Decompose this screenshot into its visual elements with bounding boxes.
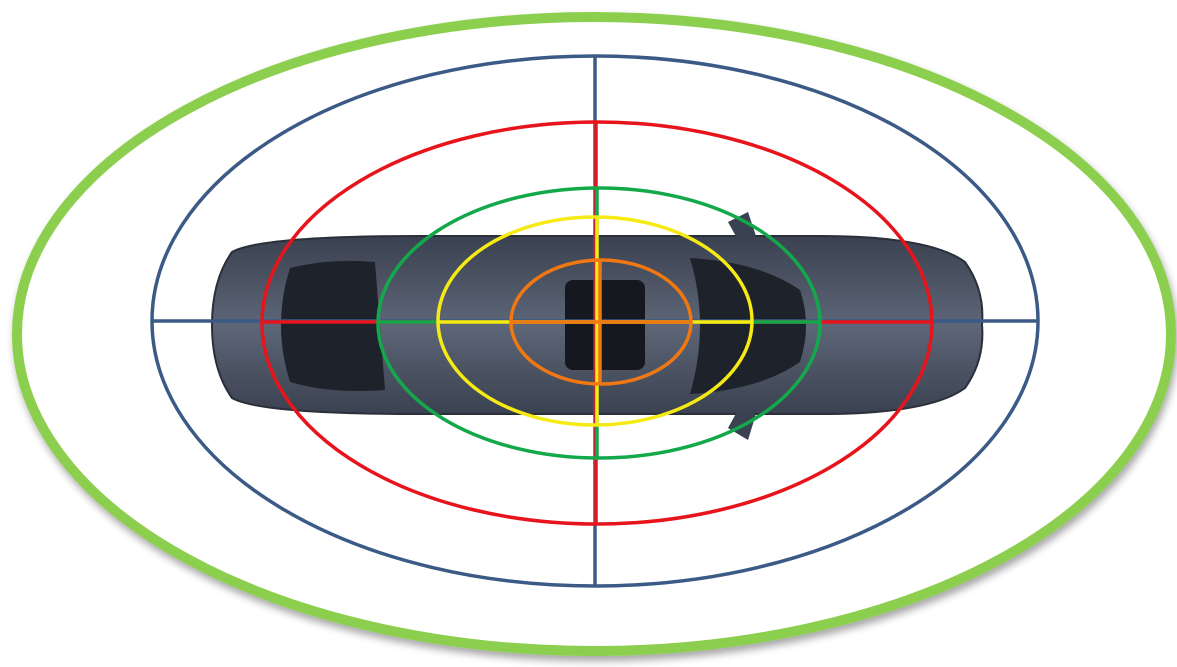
- windshield: [690, 258, 806, 394]
- mirror: [728, 212, 756, 240]
- sunroof: [565, 280, 645, 370]
- rear-window: [281, 260, 385, 391]
- rings: [150, 54, 1040, 588]
